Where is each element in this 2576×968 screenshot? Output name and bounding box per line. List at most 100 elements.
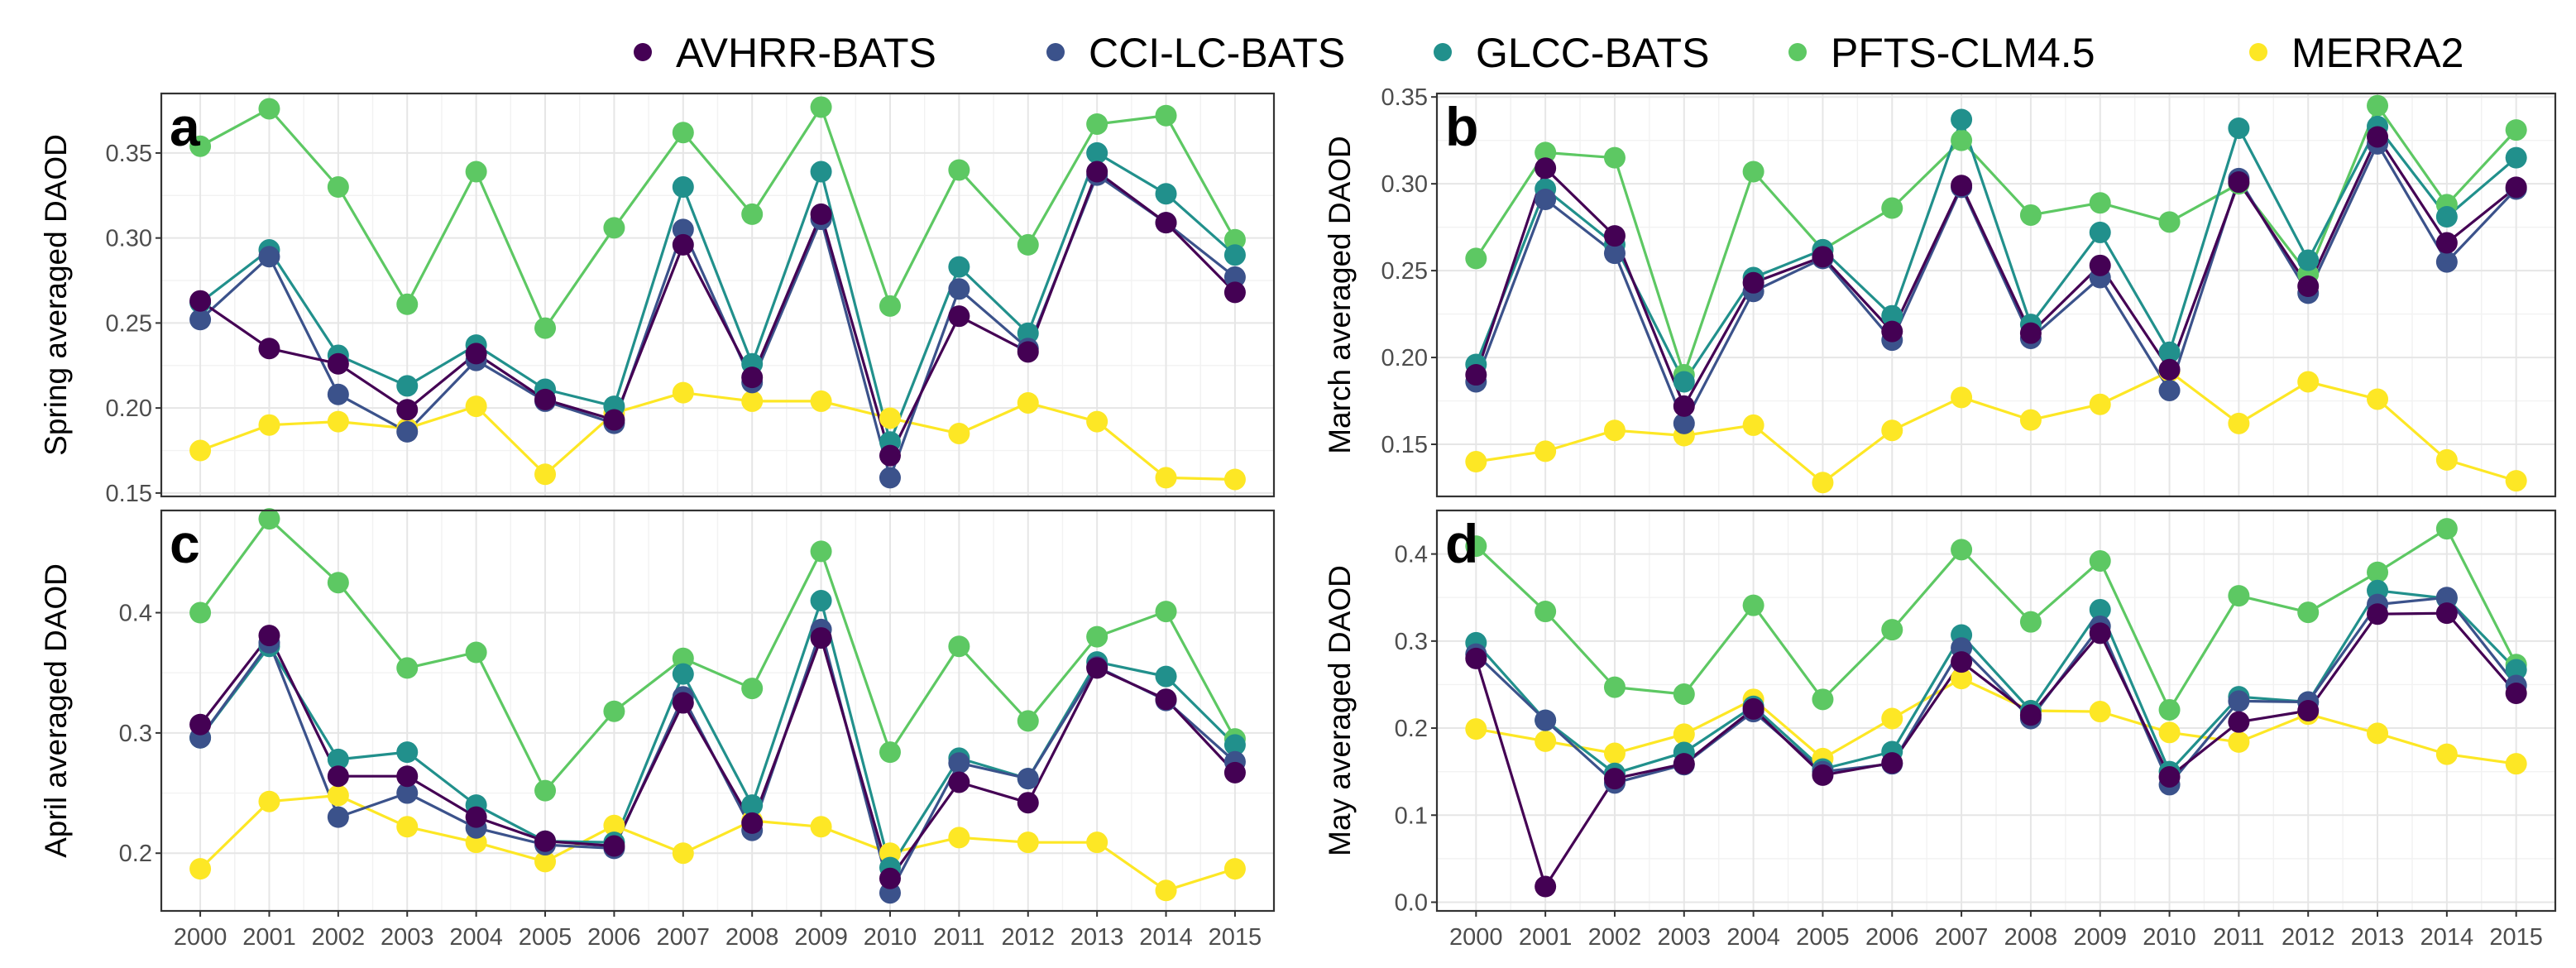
series-line-avhrr-bats bbox=[1474, 611, 2517, 889]
legend-key-pfts-clm4-5 bbox=[1788, 43, 1807, 61]
x-tick-label: 2013 bbox=[1070, 924, 1124, 951]
point-merra2-2011 bbox=[2228, 731, 2250, 753]
point-pfts-clm4-5-2012 bbox=[1017, 233, 1039, 256]
point-glcc-bats-2010 bbox=[2158, 341, 2181, 363]
point-avhrr-bats-2008 bbox=[2019, 322, 2042, 344]
point-pfts-clm4-5-2008 bbox=[741, 203, 764, 225]
x-tick-label: 2002 bbox=[312, 924, 366, 951]
series-line-glcc-bats bbox=[199, 151, 1236, 443]
x-tick-label: 2000 bbox=[1449, 924, 1503, 951]
point-pfts-clm4-5-2013 bbox=[2367, 561, 2389, 583]
series-line-glcc-bats bbox=[1474, 117, 2517, 384]
point-merra2-2013 bbox=[2367, 388, 2389, 410]
point-merra2-2007 bbox=[1951, 386, 1973, 409]
point-glcc-bats-2015 bbox=[2505, 659, 2527, 681]
point-avhrr-bats-2015 bbox=[1223, 761, 1246, 784]
panel-b: 0.15 0.20 0.25 0.30 0.35 b March averaged DAOD bbox=[1323, 84, 2557, 498]
point-merra2-2011 bbox=[2228, 412, 2250, 434]
point-avhrr-bats-2008 bbox=[741, 367, 764, 389]
point-cci-lc-bats-2002 bbox=[1603, 242, 1626, 265]
point-avhrr-bats-2004 bbox=[465, 343, 487, 365]
x-tick-label: 2012 bbox=[1001, 924, 1055, 951]
point-avhrr-bats-2001 bbox=[258, 625, 280, 647]
point-pfts-clm4-5-2006 bbox=[603, 700, 625, 722]
point-merra2-2001 bbox=[1535, 440, 1557, 462]
point-avhrr-bats-2004 bbox=[465, 806, 487, 828]
point-merra2-2010 bbox=[879, 407, 901, 429]
point-glcc-bats-2003 bbox=[396, 741, 419, 764]
y-tick-label: 0.20 bbox=[1381, 345, 1428, 371]
point-pfts-clm4-5-2008 bbox=[741, 678, 764, 700]
legend: AVHRR-BATS CCI-LC-BATS GLCC-BATS PFTS-CLM4.… bbox=[634, 30, 2463, 76]
point-pfts-clm4-5-2001 bbox=[1535, 601, 1557, 623]
point-merra2-2006 bbox=[603, 814, 625, 836]
point-avhrr-bats-2000 bbox=[1465, 647, 1487, 669]
point-merra2-2015 bbox=[1223, 468, 1246, 491]
point-merra2-2006 bbox=[1881, 419, 1903, 442]
y-tick-label: 0.2 bbox=[1395, 716, 1428, 742]
legend-label-glcc-bats: GLCC-BATS bbox=[1476, 30, 1709, 76]
point-pfts-clm4-5-2003 bbox=[396, 657, 419, 679]
point-merra2-2007 bbox=[1951, 668, 1973, 690]
series-line-avhrr-bats bbox=[1474, 135, 2517, 408]
point-avhrr-bats-2015 bbox=[2505, 176, 2527, 199]
point-avhrr-bats-2015 bbox=[2505, 682, 2527, 704]
panel-letter: a bbox=[170, 96, 201, 157]
y-tick-label: 0.2 bbox=[119, 841, 152, 867]
x-tick-label: 2015 bbox=[1209, 924, 1262, 951]
legend-key-merra2 bbox=[2249, 43, 2267, 61]
point-avhrr-bats-2001 bbox=[258, 338, 280, 360]
point-avhrr-bats-2015 bbox=[1223, 281, 1246, 304]
legend-key-cci-lc-bats bbox=[1046, 43, 1065, 61]
point-glcc-bats-2007 bbox=[1951, 108, 1973, 131]
point-glcc-bats-2015 bbox=[1223, 244, 1246, 266]
point-avhrr-bats-2014 bbox=[1155, 688, 1177, 711]
point-avhrr-bats-2010 bbox=[2158, 358, 2181, 381]
point-merra2-2004 bbox=[465, 395, 487, 418]
point-avhrr-bats-2007 bbox=[672, 233, 694, 256]
point-merra2-2006 bbox=[1881, 707, 1903, 730]
point-pfts-clm4-5-2004 bbox=[1742, 594, 1764, 616]
point-merra2-2010 bbox=[2158, 721, 2181, 744]
legend-key-avhrr-bats bbox=[634, 43, 652, 61]
y-tick-label: 0.35 bbox=[106, 141, 152, 167]
x-tick-label: 2000 bbox=[174, 924, 227, 951]
point-glcc-bats-2007 bbox=[672, 176, 694, 199]
legend-label-cci-lc-bats: CCI-LC-BATS bbox=[1089, 30, 1345, 76]
point-glcc-bats-2014 bbox=[1155, 665, 1177, 688]
legend-key-glcc-bats bbox=[1434, 43, 1452, 61]
point-avhrr-bats-2012 bbox=[2297, 700, 2320, 721]
x-tick-label: 2003 bbox=[381, 924, 434, 951]
point-merra2-2000 bbox=[189, 439, 212, 462]
point-merra2-2001 bbox=[258, 790, 280, 812]
y-tick-label: 0.3 bbox=[119, 721, 152, 747]
y-tick-label: 0.35 bbox=[1381, 84, 1428, 111]
point-pfts-clm4-5-2002 bbox=[327, 572, 349, 594]
point-merra2-2009 bbox=[810, 390, 832, 412]
point-avhrr-bats-2006 bbox=[1881, 752, 1903, 774]
y-tick-label: 0.25 bbox=[106, 310, 152, 337]
point-avhrr-bats-2014 bbox=[1155, 212, 1177, 234]
point-pfts-clm4-5-2006 bbox=[603, 217, 625, 239]
x-tick-label: 2005 bbox=[1796, 924, 1850, 951]
point-avhrr-bats-2009 bbox=[2089, 622, 2111, 645]
point-pfts-clm4-5-2010 bbox=[2158, 211, 2181, 233]
point-cci-lc-bats-2010 bbox=[2158, 379, 2181, 401]
point-merra2-2008 bbox=[2019, 409, 2042, 431]
point-pfts-clm4-5-2001 bbox=[258, 508, 280, 530]
point-avhrr-bats-2002 bbox=[1603, 768, 1626, 790]
point-merra2-2012 bbox=[2297, 371, 2320, 393]
point-merra2-2015 bbox=[2505, 753, 2527, 775]
point-avhrr-bats-2000 bbox=[189, 713, 212, 736]
point-avhrr-bats-2011 bbox=[2228, 171, 2250, 194]
point-cci-lc-bats-2001 bbox=[258, 246, 280, 268]
point-avhrr-bats-2000 bbox=[189, 290, 212, 312]
point-avhrr-bats-2008 bbox=[741, 812, 764, 834]
panel-border bbox=[1435, 92, 2557, 498]
point-pfts-clm4-5-2012 bbox=[2297, 601, 2320, 624]
point-merra2-2007 bbox=[672, 842, 694, 865]
point-merra2-2004 bbox=[1742, 414, 1764, 436]
point-pfts-clm4-5-2008 bbox=[2019, 204, 2042, 226]
point-glcc-bats-2012 bbox=[1017, 322, 1039, 344]
point-pfts-clm4-5-2001 bbox=[258, 98, 280, 120]
